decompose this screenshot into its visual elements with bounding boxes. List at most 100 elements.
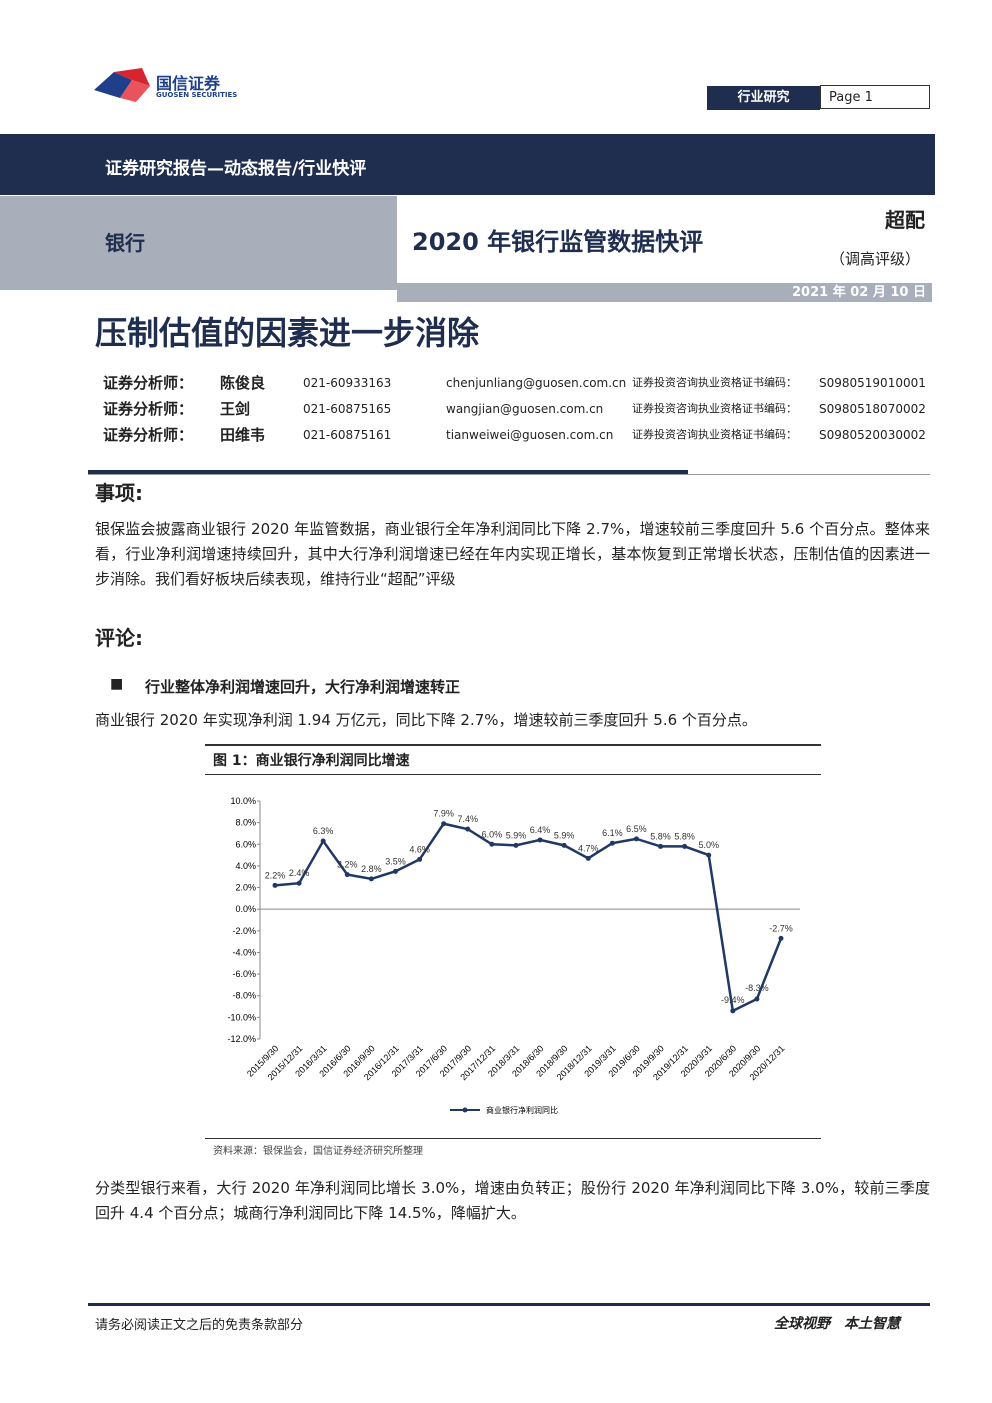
logo-cn: 国信证券 xyxy=(156,74,221,93)
figure-title: 图 1：商业银行净利润同比增速 xyxy=(213,753,410,769)
divider xyxy=(88,474,930,475)
value-label: 6.1% xyxy=(602,828,623,838)
point xyxy=(392,868,398,874)
y-tick-label: -2.0% xyxy=(232,926,256,936)
report-title: 2020 年银行监管数据快评 xyxy=(412,228,704,256)
point xyxy=(513,842,519,848)
figure-rule xyxy=(205,1138,821,1139)
analyst-cert-no: S0980520030002 xyxy=(819,428,926,442)
analyst-cert-no: S0980518070002 xyxy=(819,402,926,416)
point xyxy=(658,843,664,849)
paragraph: 银保监会披露商业银行 2020 年监管数据，商业银行全年净利润同比下降 2.7%… xyxy=(95,520,930,588)
value-label: 2.2% xyxy=(265,870,286,880)
value-label: 7.9% xyxy=(433,809,454,819)
value-label: 6.3% xyxy=(313,826,334,836)
y-tick-label: 10.0% xyxy=(230,796,256,806)
analyst-email: chenjunliang@guosen.com.cn xyxy=(446,376,627,390)
point xyxy=(730,1008,736,1014)
point xyxy=(368,876,374,882)
value-label: 4.7% xyxy=(578,843,599,853)
point xyxy=(441,821,447,827)
value-label: 3.5% xyxy=(385,856,406,866)
rating-change: （调高评级） xyxy=(829,250,920,268)
bullet-icon: ■ xyxy=(110,676,124,692)
analyst-role: 证券分析师： xyxy=(103,374,194,392)
line xyxy=(274,822,783,1013)
point xyxy=(417,856,423,862)
value-label: 5.8% xyxy=(650,831,671,841)
value-label: 3.2% xyxy=(337,860,358,870)
y-tick-label: 8.0% xyxy=(235,818,256,828)
date: 2021 年 02 月 10 日 xyxy=(397,283,932,302)
figure-source: 资料来源：银保监会，国信证券经济研究所整理 xyxy=(213,1146,423,1157)
y-tick-label: -10.0% xyxy=(227,1012,256,1022)
value-label: 4.6% xyxy=(409,844,430,854)
disclaimer: 请务必阅读正文之后的免责条款部分 xyxy=(95,1318,304,1333)
point xyxy=(272,882,278,888)
y-tick-label: -12.0% xyxy=(227,1034,256,1044)
point xyxy=(320,838,326,844)
value-label: 5.8% xyxy=(674,831,695,841)
point xyxy=(609,840,615,846)
tag: 行业研究 xyxy=(707,86,820,110)
y-tick-label: -4.0% xyxy=(232,947,256,957)
point xyxy=(296,880,302,886)
section-heading: 事项: xyxy=(95,481,143,505)
slogan: 全球视野 本土智慧 xyxy=(774,1316,900,1332)
page-number: Page 1 xyxy=(820,85,930,109)
section-heading: 评论: xyxy=(95,626,143,650)
point xyxy=(537,837,543,843)
rating: 超配 xyxy=(885,208,925,232)
sector: 银行 xyxy=(105,231,145,255)
chart: 10.0% 8.0% 6.0% 4.0% 2.0% 0.0% -2.0% -4.0% -6.0%… xyxy=(227,796,800,1115)
bullet: 行业整体净利润增速回升，大行净利润增速转正 xyxy=(145,678,461,696)
y-tick-label: 0.0% xyxy=(235,904,256,914)
analyst-cert-label: 证券投资咨询执业资格证书编码： xyxy=(632,428,797,441)
logo-en: GUOSEN SECURITIES xyxy=(156,91,238,99)
value-label: 6.0% xyxy=(482,829,503,839)
figure-rule xyxy=(205,744,821,746)
divider xyxy=(88,470,688,474)
analyst-cert-label: 证券投资咨询执业资格证书编码： xyxy=(632,402,797,415)
banner: 证券研究报告—动态报告/行业快评 xyxy=(105,159,367,179)
figure-rule xyxy=(205,774,821,775)
value-label: 7.4% xyxy=(458,814,479,824)
value-label: 2.4% xyxy=(289,868,310,878)
analyst-role: 证券分析师： xyxy=(103,426,194,444)
analyst-email: wangjian@guosen.com.cn xyxy=(446,402,604,416)
point xyxy=(633,836,639,842)
logo-mark xyxy=(94,68,150,102)
point xyxy=(754,996,760,1002)
analyst-phone: 021-60875161 xyxy=(303,428,392,442)
value-label: 5.9% xyxy=(554,830,575,840)
legend-label: 商业银行净利润同比 xyxy=(486,1105,558,1115)
y-tick-label: -8.0% xyxy=(232,991,256,1001)
analyst-cert-label: 证券投资咨询执业资格证书编码： xyxy=(632,376,797,389)
sector-bg xyxy=(0,196,397,290)
point xyxy=(465,826,471,832)
paragraph: 商业银行 2020 年实现净利润 1.94 万亿元，同比下降 2.7%，增速较前… xyxy=(95,711,757,729)
value-label: 6.5% xyxy=(626,824,647,834)
point xyxy=(778,935,784,941)
legend-marker xyxy=(462,1107,468,1113)
paragraph: 分类型银行来看，大行 2020 年净利润同比增长 3.0%，增速由负转正；股份行… xyxy=(95,1179,930,1222)
y-tick-label: 2.0% xyxy=(235,883,256,893)
analyst-name: 田维韦 xyxy=(220,426,266,444)
analyst-phone: 021-60933163 xyxy=(303,376,392,390)
banner-bg xyxy=(0,134,935,195)
y-tick-label: 4.0% xyxy=(235,861,256,871)
point xyxy=(344,872,350,878)
point xyxy=(489,841,495,847)
analyst-role: 证券分析师： xyxy=(103,400,194,418)
footer-rule xyxy=(88,1303,930,1306)
value-label: 5.0% xyxy=(698,840,719,850)
value-label: 6.4% xyxy=(530,825,551,835)
value-label: -8.3% xyxy=(745,983,769,993)
y-tick-label: -6.0% xyxy=(232,969,256,979)
analyst-email: tianweiwei@guosen.com.cn xyxy=(446,428,614,442)
analyst-name: 王剑 xyxy=(220,400,251,418)
analyst-name: 陈俊良 xyxy=(220,374,266,392)
headline: 压制估值的因素进一步消除 xyxy=(95,314,480,352)
point xyxy=(561,842,567,848)
